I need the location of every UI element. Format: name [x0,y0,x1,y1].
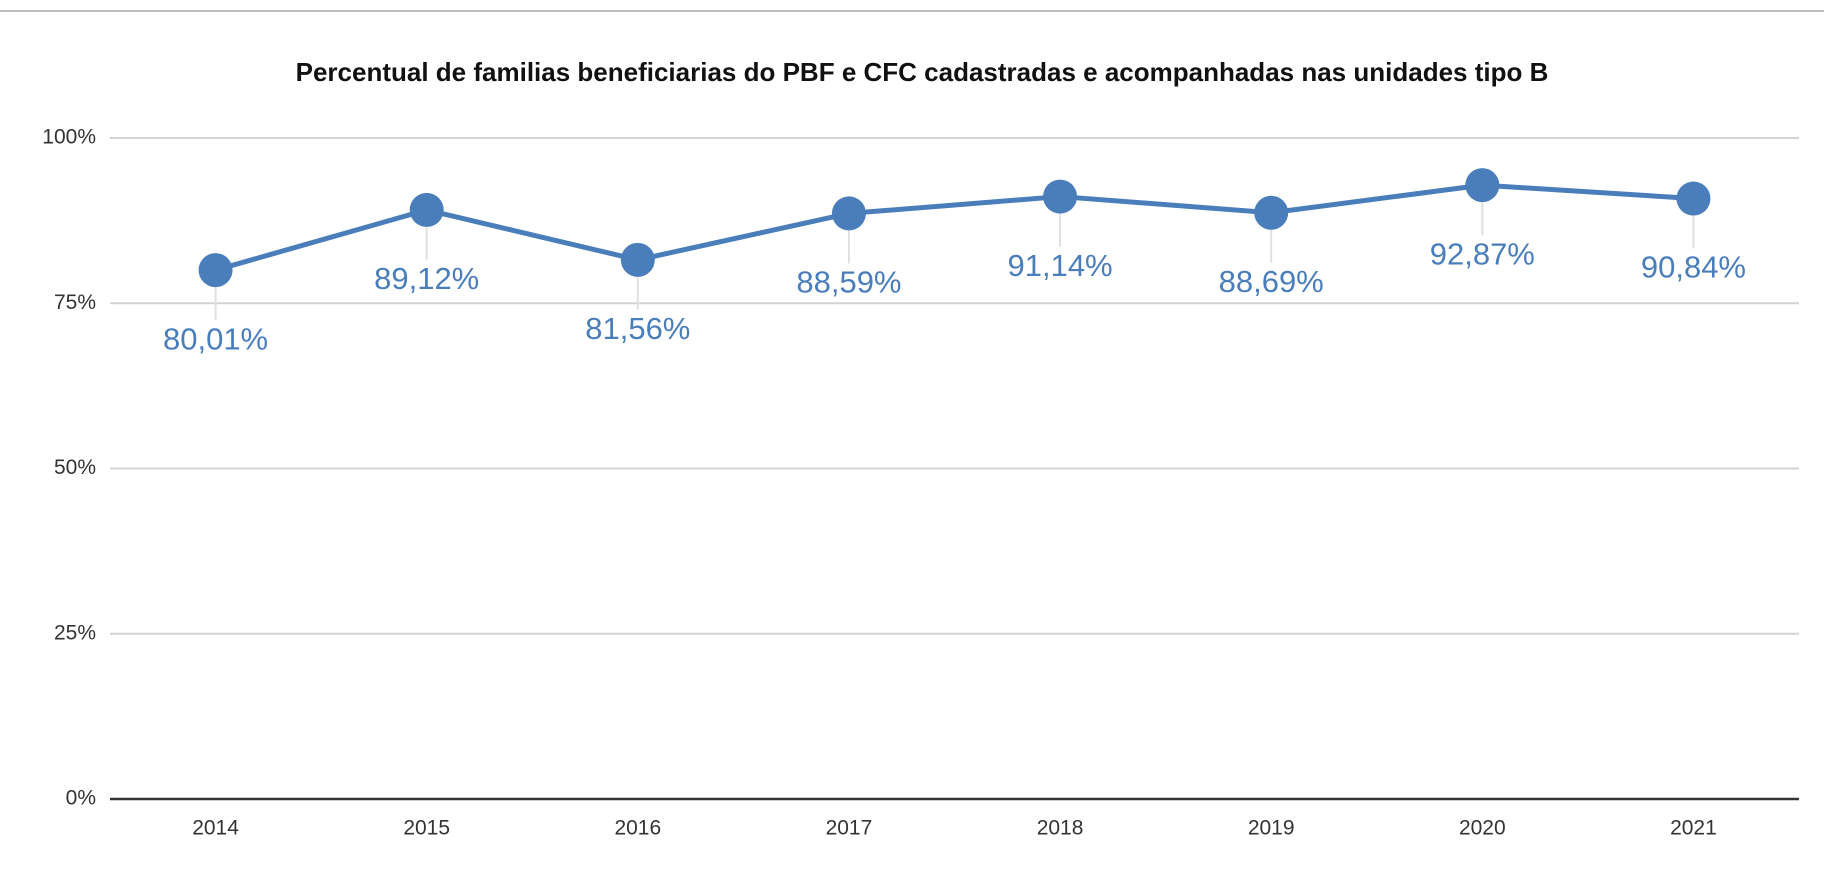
data-point [1043,179,1078,214]
data-point [1465,168,1500,203]
x-tick-label: 2017 [826,817,873,840]
data-point [198,253,233,288]
data-label: 90,84% [1641,250,1746,285]
x-tick-label: 2019 [1248,817,1295,840]
data-point [409,192,444,227]
data-label: 80,01% [163,321,268,356]
x-tick-label: 2014 [192,817,239,840]
data-label: 88,69% [1219,264,1324,299]
data-point [1254,195,1289,230]
x-tick-label: 2015 [403,817,450,840]
x-tick-label: 2021 [1670,817,1717,840]
y-tick-label: 0% [66,787,96,810]
data-point [1676,181,1711,216]
data-label: 89,12% [374,261,479,296]
data-label: 88,59% [796,265,901,300]
y-tick-label: 100% [42,126,96,149]
data-line [214,182,1694,273]
data-point [620,242,655,277]
y-tick-label: 75% [54,291,96,314]
y-tick-label: 25% [54,621,96,644]
data-label: 92,87% [1430,236,1535,271]
data-point [831,196,866,231]
data-label: 81,56% [585,311,690,346]
x-tick-label: 2016 [614,817,661,840]
data-label: 91,14% [1007,248,1112,283]
x-tick-label: 2020 [1459,817,1506,840]
chart-title: Percentual de familias beneficiarias do … [296,57,1549,87]
x-tick-label: 2018 [1037,817,1084,840]
y-tick-label: 50% [54,456,96,479]
